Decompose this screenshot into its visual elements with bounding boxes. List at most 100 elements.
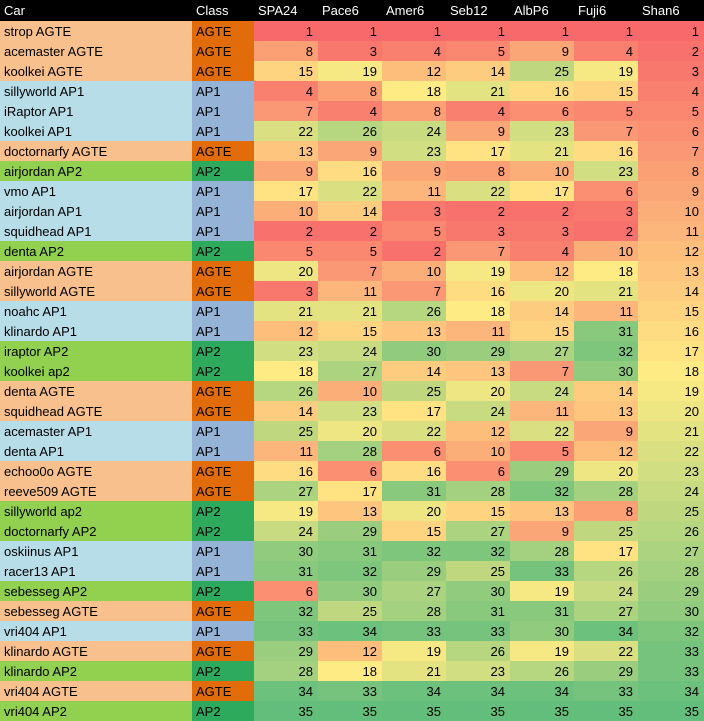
- amer6-cell[interactable]: 34: [382, 681, 446, 701]
- fuji6-cell[interactable]: 19: [574, 61, 638, 81]
- fuji6-cell[interactable]: 26: [574, 561, 638, 581]
- seb12-cell[interactable]: 32: [446, 541, 510, 561]
- spa24-cell[interactable]: 15: [254, 61, 318, 81]
- amer6-cell[interactable]: 23: [382, 141, 446, 161]
- car-cell[interactable]: strop AGTE: [0, 21, 192, 41]
- albp6-cell[interactable]: 5: [510, 441, 574, 461]
- amer6-cell[interactable]: 8: [382, 101, 446, 121]
- fuji6-cell[interactable]: 33: [574, 681, 638, 701]
- header-shan6[interactable]: Shan6: [638, 0, 704, 21]
- class-cell[interactable]: AP2: [192, 501, 254, 521]
- fuji6-cell[interactable]: 1: [574, 21, 638, 41]
- amer6-cell[interactable]: 16: [382, 461, 446, 481]
- spa24-cell[interactable]: 20: [254, 261, 318, 281]
- fuji6-cell[interactable]: 12: [574, 441, 638, 461]
- class-cell[interactable]: AGTE: [192, 261, 254, 281]
- spa24-cell[interactable]: 2: [254, 221, 318, 241]
- albp6-cell[interactable]: 4: [510, 241, 574, 261]
- spa24-cell[interactable]: 22: [254, 121, 318, 141]
- albp6-cell[interactable]: 28: [510, 541, 574, 561]
- pace6-cell[interactable]: 17: [318, 481, 382, 501]
- car-cell[interactable]: klinardo AP2: [0, 661, 192, 681]
- albp6-cell[interactable]: 12: [510, 261, 574, 281]
- fuji6-cell[interactable]: 14: [574, 381, 638, 401]
- car-cell[interactable]: sillyworld AGTE: [0, 281, 192, 301]
- spa24-cell[interactable]: 32: [254, 601, 318, 621]
- pace6-cell[interactable]: 29: [318, 521, 382, 541]
- car-cell[interactable]: sebesseg AGTE: [0, 601, 192, 621]
- albp6-cell[interactable]: 2: [510, 201, 574, 221]
- seb12-cell[interactable]: 35: [446, 701, 510, 721]
- seb12-cell[interactable]: 26: [446, 641, 510, 661]
- seb12-cell[interactable]: 15: [446, 501, 510, 521]
- albp6-cell[interactable]: 1: [510, 21, 574, 41]
- pace6-cell[interactable]: 28: [318, 441, 382, 461]
- shan6-cell[interactable]: 1: [638, 21, 704, 41]
- seb12-cell[interactable]: 2: [446, 201, 510, 221]
- amer6-cell[interactable]: 24: [382, 121, 446, 141]
- shan6-cell[interactable]: 29: [638, 581, 704, 601]
- seb12-cell[interactable]: 7: [446, 241, 510, 261]
- seb12-cell[interactable]: 18: [446, 301, 510, 321]
- shan6-cell[interactable]: 13: [638, 261, 704, 281]
- shan6-cell[interactable]: 24: [638, 481, 704, 501]
- spa24-cell[interactable]: 6: [254, 581, 318, 601]
- spa24-cell[interactable]: 26: [254, 381, 318, 401]
- seb12-cell[interactable]: 31: [446, 601, 510, 621]
- shan6-cell[interactable]: 8: [638, 161, 704, 181]
- class-cell[interactable]: AGTE: [192, 281, 254, 301]
- pace6-cell[interactable]: 19: [318, 61, 382, 81]
- shan6-cell[interactable]: 7: [638, 141, 704, 161]
- shan6-cell[interactable]: 16: [638, 321, 704, 341]
- spa24-cell[interactable]: 34: [254, 681, 318, 701]
- class-cell[interactable]: AGTE: [192, 601, 254, 621]
- fuji6-cell[interactable]: 32: [574, 341, 638, 361]
- car-cell[interactable]: koolkei ap2: [0, 361, 192, 381]
- pace6-cell[interactable]: 34: [318, 621, 382, 641]
- spa24-cell[interactable]: 1: [254, 21, 318, 41]
- fuji6-cell[interactable]: 9: [574, 421, 638, 441]
- pace6-cell[interactable]: 35: [318, 701, 382, 721]
- spa24-cell[interactable]: 21: [254, 301, 318, 321]
- seb12-cell[interactable]: 16: [446, 281, 510, 301]
- car-cell[interactable]: reeve509 AGTE: [0, 481, 192, 501]
- shan6-cell[interactable]: 33: [638, 641, 704, 661]
- albp6-cell[interactable]: 13: [510, 501, 574, 521]
- car-cell[interactable]: iRaptor AP1: [0, 101, 192, 121]
- fuji6-cell[interactable]: 7: [574, 121, 638, 141]
- amer6-cell[interactable]: 30: [382, 341, 446, 361]
- spa24-cell[interactable]: 24: [254, 521, 318, 541]
- class-cell[interactable]: AGTE: [192, 21, 254, 41]
- fuji6-cell[interactable]: 4: [574, 41, 638, 61]
- seb12-cell[interactable]: 25: [446, 561, 510, 581]
- shan6-cell[interactable]: 35: [638, 701, 704, 721]
- seb12-cell[interactable]: 6: [446, 461, 510, 481]
- fuji6-cell[interactable]: 29: [574, 661, 638, 681]
- amer6-cell[interactable]: 33: [382, 621, 446, 641]
- albp6-cell[interactable]: 33: [510, 561, 574, 581]
- class-cell[interactable]: AP1: [192, 441, 254, 461]
- albp6-cell[interactable]: 21: [510, 141, 574, 161]
- class-cell[interactable]: AGTE: [192, 481, 254, 501]
- amer6-cell[interactable]: 9: [382, 161, 446, 181]
- header-fuji6[interactable]: Fuji6: [574, 0, 638, 21]
- seb12-cell[interactable]: 34: [446, 681, 510, 701]
- pace6-cell[interactable]: 6: [318, 461, 382, 481]
- albp6-cell[interactable]: 9: [510, 521, 574, 541]
- spa24-cell[interactable]: 13: [254, 141, 318, 161]
- class-cell[interactable]: AP1: [192, 201, 254, 221]
- pace6-cell[interactable]: 30: [318, 581, 382, 601]
- seb12-cell[interactable]: 13: [446, 361, 510, 381]
- seb12-cell[interactable]: 3: [446, 221, 510, 241]
- amer6-cell[interactable]: 32: [382, 541, 446, 561]
- class-cell[interactable]: AP1: [192, 561, 254, 581]
- seb12-cell[interactable]: 5: [446, 41, 510, 61]
- pace6-cell[interactable]: 22: [318, 181, 382, 201]
- pace6-cell[interactable]: 25: [318, 601, 382, 621]
- class-cell[interactable]: AP2: [192, 361, 254, 381]
- seb12-cell[interactable]: 23: [446, 661, 510, 681]
- class-cell[interactable]: AP2: [192, 581, 254, 601]
- class-cell[interactable]: AP2: [192, 661, 254, 681]
- car-cell[interactable]: klinardo AP1: [0, 321, 192, 341]
- spa24-cell[interactable]: 19: [254, 501, 318, 521]
